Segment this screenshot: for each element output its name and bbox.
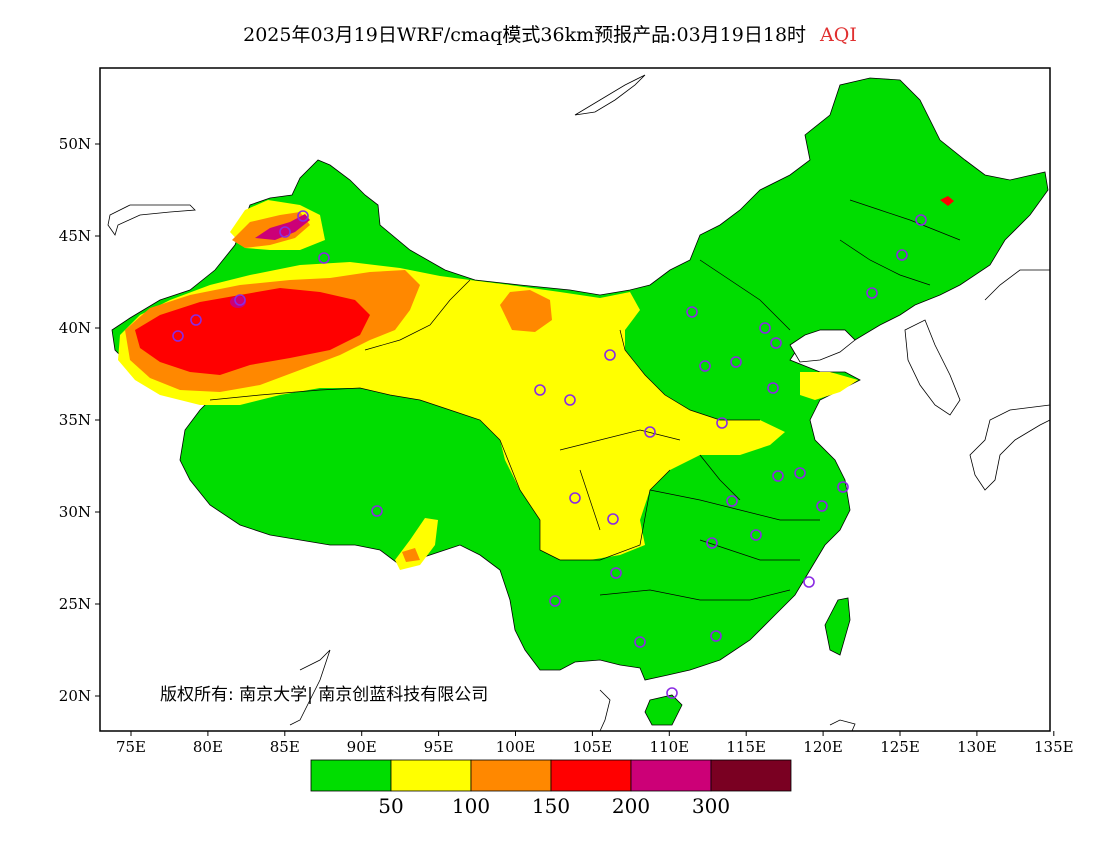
station-marker <box>772 470 784 482</box>
station-marker <box>190 314 202 326</box>
station-marker <box>686 306 698 318</box>
station-marker <box>716 417 728 429</box>
legend-swatch <box>710 759 792 792</box>
station-marker <box>816 500 828 512</box>
station-marker <box>604 349 616 361</box>
copyright-notice: 版权所有: 南京大学| 南京创蓝科技有限公司 <box>160 685 489 705</box>
region-green-taiwan <box>824 597 851 656</box>
lon-tick-label: 130E <box>957 738 997 756</box>
station-marker <box>318 252 330 264</box>
lon-tick-label: 85E <box>270 738 300 756</box>
lon-tick-label: 110E <box>650 738 690 756</box>
station-marker <box>706 537 718 549</box>
legend-label: 150 <box>532 794 570 818</box>
lat-tick-label: 20N <box>59 687 91 705</box>
region-yellow-coast <box>800 372 858 400</box>
station-marker <box>726 495 738 507</box>
station-marker <box>750 529 762 541</box>
legend-swatch <box>310 759 392 792</box>
station-marker <box>699 360 711 372</box>
lon-tick-label: 105E <box>573 738 613 756</box>
station-marker <box>837 481 849 493</box>
legend-swatch <box>470 759 552 792</box>
region-green-hainan <box>644 694 683 726</box>
station-marker <box>803 576 815 588</box>
station-marker <box>610 567 622 579</box>
station-marker <box>534 384 546 396</box>
lon-tick-label: 80E <box>193 738 223 756</box>
station-marker <box>172 330 184 342</box>
station-marker <box>896 249 908 261</box>
legend-label: 300 <box>692 794 730 818</box>
lon-tick-label: 95E <box>424 738 454 756</box>
station-marker <box>770 337 782 349</box>
region-orange-tibet <box>402 548 420 562</box>
station-marker <box>710 630 722 642</box>
bohai-sea <box>789 329 856 363</box>
station-marker <box>730 356 742 368</box>
station-marker <box>767 382 779 394</box>
latitude-axis: 50N 45N 40N 35N 30N 25N 20N <box>59 135 100 705</box>
region-orange-inner-mongolia <box>500 290 552 332</box>
lon-tick-label: 100E <box>496 738 536 756</box>
map-title: 2025年03月19日WRF/cmaq模式36km预报产品:03月19日18时 A… <box>0 20 1100 47</box>
station-marker <box>279 226 291 238</box>
lon-tick-label: 75E <box>116 738 146 756</box>
legend-label: 100 <box>452 794 490 818</box>
lon-tick-label: 135E <box>1034 738 1074 756</box>
legend-label: 200 <box>612 794 650 818</box>
title-variable: AQI <box>820 24 857 46</box>
lat-tick-label: 40N <box>59 319 91 337</box>
station-marker <box>866 287 878 299</box>
station-markers <box>172 210 927 699</box>
station-marker <box>371 505 383 517</box>
station-marker <box>915 214 927 226</box>
station-marker <box>569 492 581 504</box>
legend-swatch <box>550 759 632 792</box>
station-marker <box>564 394 576 406</box>
station-marker <box>297 210 309 222</box>
station-marker <box>607 513 619 525</box>
station-marker <box>759 322 771 334</box>
lat-tick-label: 25N <box>59 595 91 613</box>
longitude-axis: 75E 80E 85E 90E 95E 100E 105E 110E 115E 120E 125E 1… <box>116 731 1074 756</box>
station-marker <box>644 426 656 438</box>
station-marker <box>794 467 806 479</box>
station-marker <box>234 294 246 306</box>
legend-label: 50 <box>378 794 403 818</box>
lat-tick-label: 30N <box>59 503 91 521</box>
station-marker <box>666 687 678 699</box>
lat-tick-label: 45N <box>59 227 91 245</box>
lat-tick-label: 35N <box>59 411 91 429</box>
lon-tick-label: 115E <box>726 738 766 756</box>
lon-tick-label: 90E <box>347 738 377 756</box>
lon-tick-label: 120E <box>803 738 843 756</box>
lon-tick-label: 125E <box>880 738 920 756</box>
region-red-tarim <box>135 288 370 375</box>
legend-swatch <box>630 759 712 792</box>
province-boundaries <box>209 199 961 601</box>
legend-swatch <box>390 759 472 792</box>
lat-tick-label: 50N <box>59 135 91 153</box>
station-marker <box>634 636 646 648</box>
region-red-hotspot-northeast <box>940 196 954 206</box>
title-main: 2025年03月19日WRF/cmaq模式36km预报产品:03月19日18时 <box>243 24 807 46</box>
map-frame <box>99 67 1051 732</box>
aqi-legend: 50 100 150 200 300 <box>310 759 792 818</box>
neighbor-coastlines <box>107 74 1051 732</box>
station-marker <box>549 595 561 607</box>
